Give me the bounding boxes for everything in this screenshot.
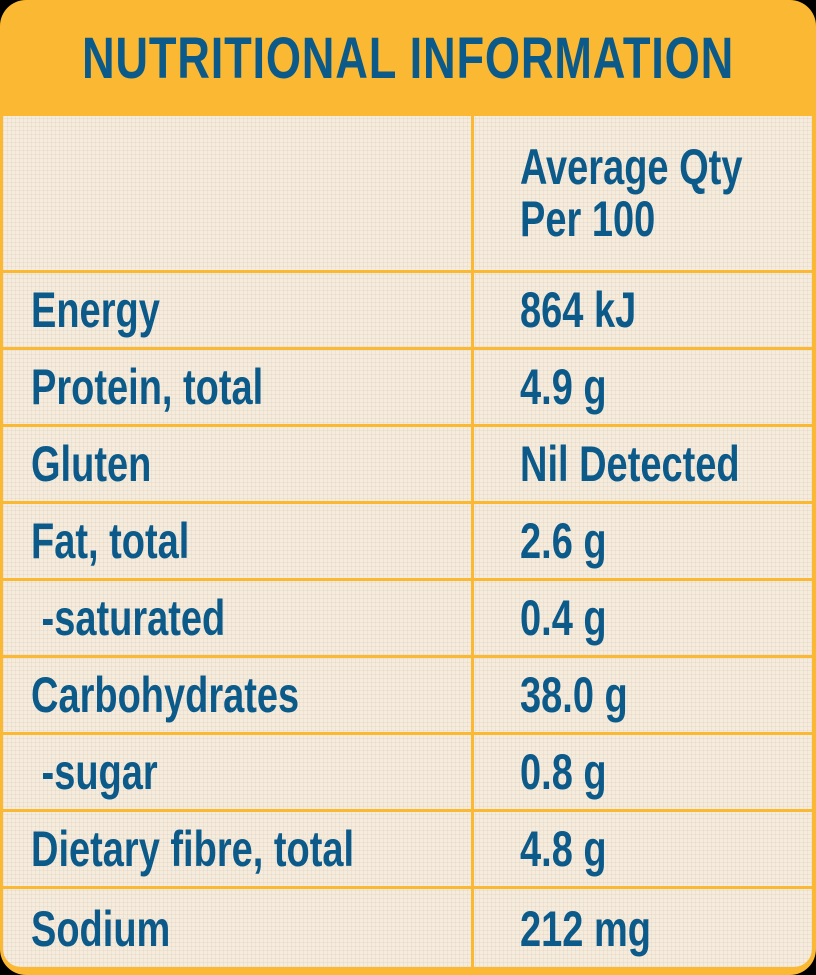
nutrient-cell: Carbohydrates [31,658,384,732]
nutrient-cell: Energy [31,273,201,347]
nutrient-name: Dietary fibre, total [31,821,355,877]
value-cell: 4.8 g [520,812,634,886]
nutrient-cell: Dietary fibre, total [31,812,456,886]
column-divider [471,116,474,967]
panel-title: NUTRITIONAL INFORMATION [81,25,735,91]
nutrient-name: Protein, total [31,359,264,415]
nutrient-value: Nil Detected [520,436,740,492]
panel-header: NUTRITIONAL INFORMATION [0,0,816,116]
value-cell: 2.6 g [520,504,634,578]
table-header-row: Average Qty Per 100 [3,116,812,273]
nutrient-value: 0.4 g [520,590,607,646]
value-cell: 864 kJ [520,273,673,347]
nutrient-cell: Fat, total [31,504,239,578]
header-qty-line1: Average Qty [520,139,743,195]
nutrient-name: Fat, total [31,513,190,569]
nutrient-name: -saturated [31,590,226,646]
value-cell: 4.9 g [520,350,634,424]
value-cell: 0.4 g [520,581,634,655]
nutrient-name: Sodium [31,901,171,957]
header-qty-cell: Average Qty Per 100 [520,116,813,270]
nutrient-cell: -sugar [31,735,198,809]
table-row: Energy 864 kJ [3,273,812,350]
table-row: -saturated 0.4 g [3,581,812,658]
table-row: -sugar 0.8 g [3,735,812,812]
value-cell: Nil Detected [520,427,809,501]
header-qty-line2: Per 100 [520,191,656,247]
nutrient-cell: Sodium [31,889,214,969]
nutrient-value: 4.8 g [520,821,607,877]
nutrient-value: 212 mg [520,901,651,957]
table-row: Dietary fibre, total 4.8 g [3,812,812,889]
nutrient-value: 38.0 g [520,667,628,723]
nutrient-value: 2.6 g [520,513,607,569]
nutrient-cell: Gluten [31,427,189,501]
nutrition-table: Average Qty Per 100 Energy 864 kJ Protein… [3,116,812,967]
table-row: Carbohydrates 38.0 g [3,658,812,735]
table-row: Gluten Nil Detected [3,427,812,504]
nutrient-value: 0.8 g [520,744,607,800]
nutrient-name: -sugar [31,744,158,800]
value-cell: 0.8 g [520,735,634,809]
nutrient-value: 4.9 g [520,359,607,415]
nutrient-value: 864 kJ [520,282,637,338]
nutrient-cell: Protein, total [31,350,337,424]
table-row: Protein, total 4.9 g [3,350,812,427]
nutrient-name: Energy [31,282,160,338]
nutrient-name: Carbohydrates [31,667,300,723]
nutrient-name: Gluten [31,436,152,492]
nutrient-cell: -saturated [31,581,287,655]
value-cell: 212 mg [520,889,692,969]
table-row: Sodium 212 mg [3,889,812,969]
value-cell: 38.0 g [520,658,662,732]
table-row: Fat, total 2.6 g [3,504,812,581]
